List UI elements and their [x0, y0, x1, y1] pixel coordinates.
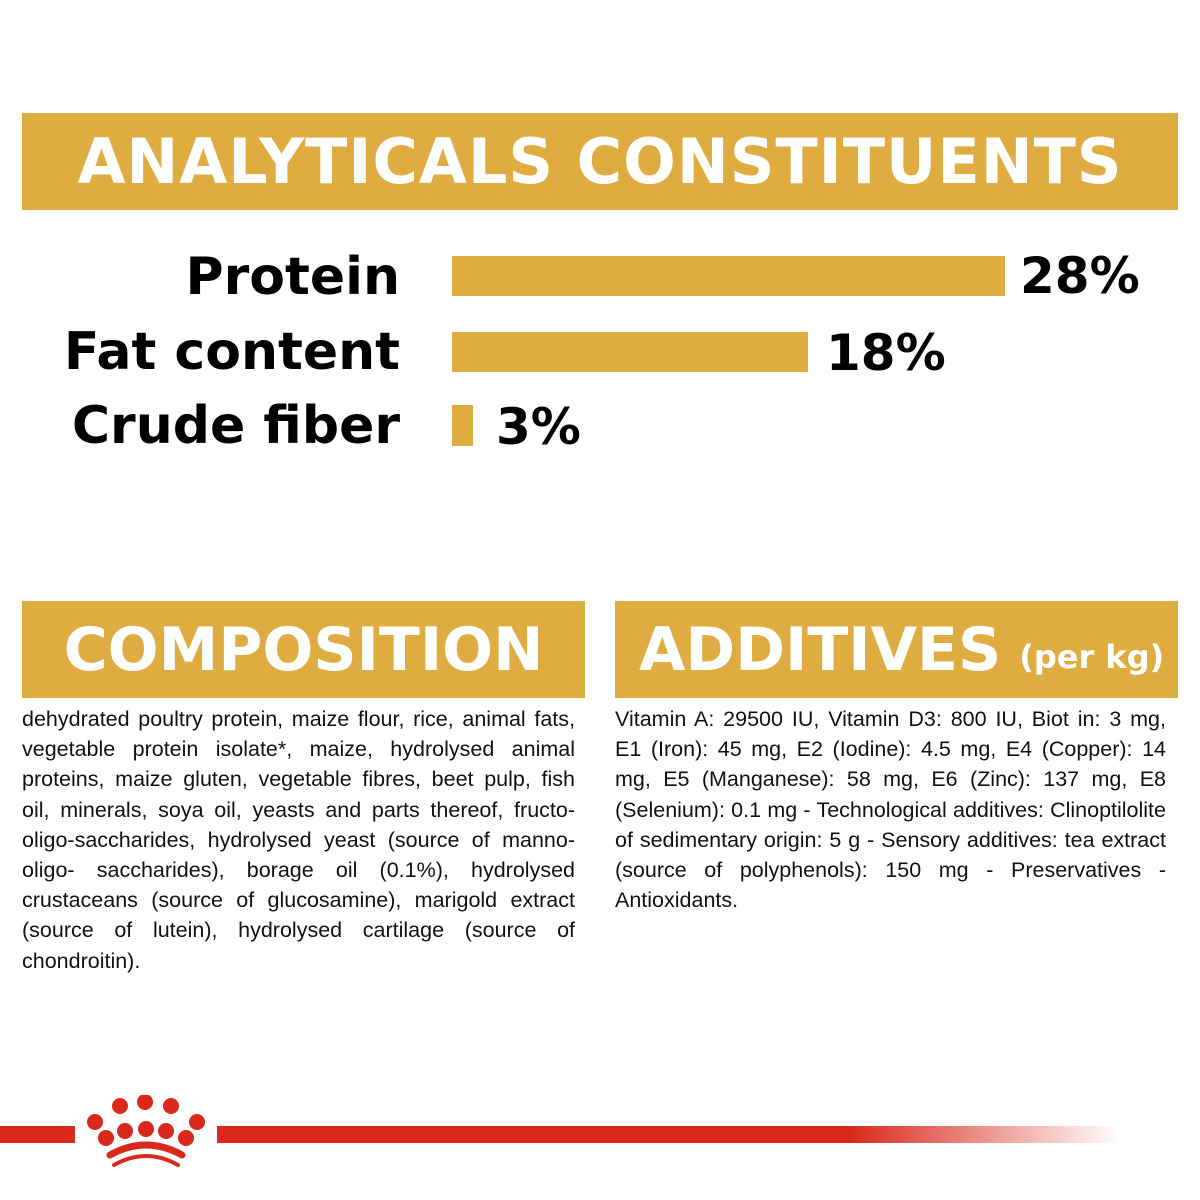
- additives-title: ADDITIVES: [639, 614, 1002, 685]
- crown-icon: [87, 1095, 205, 1167]
- constituent-bar: [452, 256, 1005, 296]
- constituent-label: Fat content: [63, 322, 400, 382]
- composition-title: COMPOSITION: [63, 614, 544, 685]
- composition-text: dehydrated poultry protein, maize flour,…: [22, 707, 575, 973]
- constituent-value: 3%: [496, 398, 581, 456]
- constituent-label: Protein: [185, 247, 400, 307]
- constituent-bar: [452, 332, 808, 372]
- footer-line-right: [217, 1126, 1120, 1143]
- footer-line-left: [0, 1126, 75, 1143]
- constituent-label: Crude fiber: [71, 396, 400, 456]
- additives-text: Vitamin A: 29500 IU, Vitamin D3: 800 IU,…: [615, 707, 1166, 913]
- constituent-value: 18%: [826, 324, 946, 382]
- constituent-bar: [452, 405, 473, 446]
- additives-subtitle: (per kg): [1019, 637, 1165, 676]
- constituent-value: 28%: [1020, 247, 1140, 305]
- analyticals-header: ANALYTICALS CONSTITUENTS: [22, 113, 1178, 210]
- composition-header: COMPOSITION: [22, 601, 585, 698]
- additives-header: ADDITIVES (per kg): [615, 601, 1178, 698]
- analyticals-title: ANALYTICALS CONSTITUENTS: [77, 125, 1123, 198]
